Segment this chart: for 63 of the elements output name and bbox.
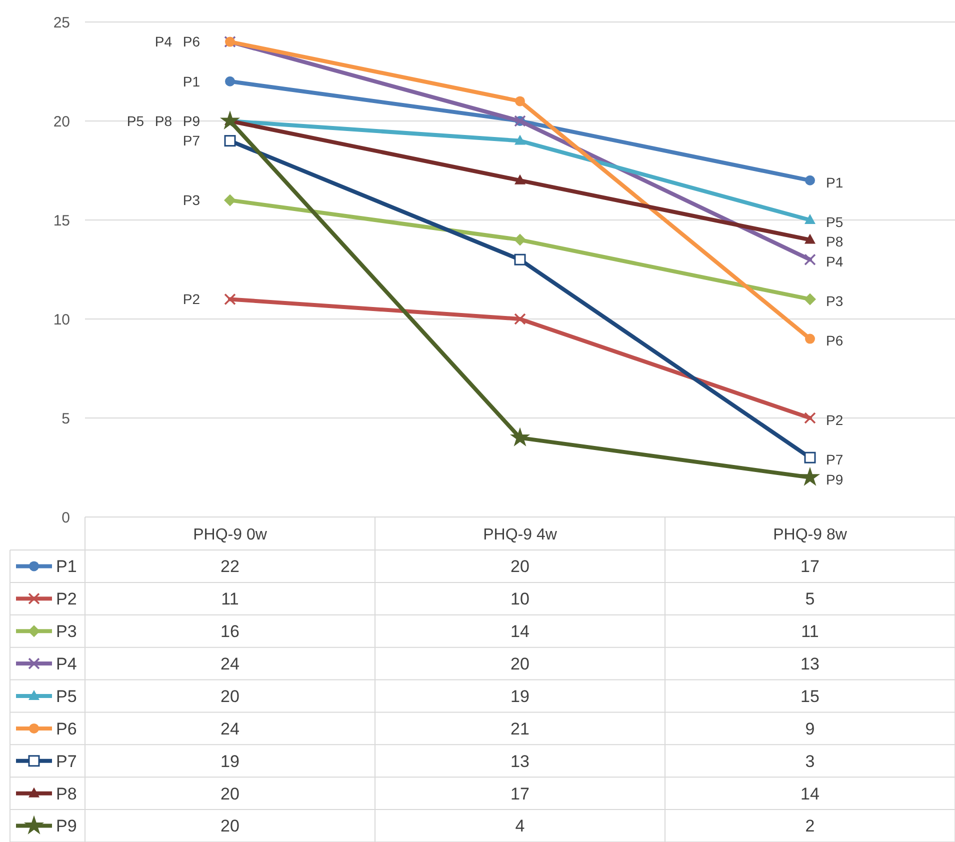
legend-label: P1 [56, 557, 77, 576]
data-label: 16 [220, 622, 240, 642]
data-label: 9 [805, 719, 815, 738]
data-label: 24 [220, 719, 240, 738]
text: P3 [826, 293, 844, 310]
data-label: 24 [220, 654, 240, 674]
text: P4 [826, 254, 844, 270]
data-label: 21 [510, 719, 530, 738]
text: P7 [826, 452, 844, 468]
data-label: 20 [220, 784, 240, 804]
text: P7 [182, 132, 200, 149]
legend-label: P4 [56, 654, 77, 674]
data-label: 14 [800, 784, 820, 804]
y-tick-label: 10 [53, 311, 70, 328]
data-label: 13 [510, 752, 530, 771]
data-label: 20 [220, 686, 240, 706]
legend-label: P6 [56, 719, 77, 738]
text: P6 [826, 332, 844, 349]
y-tick-label: 15 [53, 212, 70, 230]
data-label: 15 [800, 686, 820, 706]
legend-label: P9 [56, 816, 77, 836]
data-label: 20 [510, 557, 530, 576]
y-tick-label: 0 [62, 509, 70, 526]
data-label: 19 [220, 752, 240, 771]
y-tick-label: 20 [53, 113, 70, 130]
data-label: 11 [801, 622, 819, 642]
x-tick-label: PHQ-9 0w [193, 526, 268, 544]
legend-label: P3 [56, 622, 77, 642]
text: P1 [182, 73, 200, 90]
text: P1 [826, 174, 844, 190]
data-label: 2 [805, 816, 815, 836]
data-label: 14 [510, 622, 530, 642]
text: P8 [154, 112, 172, 129]
text: P2 [826, 412, 844, 428]
data-label: 10 [510, 590, 530, 609]
text: P5 [826, 214, 844, 230]
data-label: 5 [805, 590, 815, 609]
data-label: 17 [800, 557, 820, 576]
legend-label: P2 [56, 590, 77, 609]
x-tick-label: PHQ-9 8w [773, 526, 848, 544]
text: P4 [154, 34, 172, 50]
text: P9 [826, 471, 844, 488]
y-tick-label: 25 [53, 14, 70, 32]
legend-label: P7 [56, 752, 77, 771]
text: P5 [126, 112, 144, 129]
data-label: 4 [515, 816, 525, 836]
text: P6 [182, 34, 200, 50]
data-label: 17 [510, 784, 530, 804]
data-label: 11 [221, 590, 239, 609]
data-label: 19 [510, 686, 530, 706]
x-tick-label: PHQ-9 4w [483, 526, 558, 544]
y-tick-label: 5 [62, 410, 70, 428]
text: P2 [182, 291, 200, 308]
data-label: 22 [220, 557, 240, 576]
data-label: 3 [805, 752, 815, 771]
data-label: 20 [220, 816, 240, 836]
text: P8 [826, 234, 844, 250]
data-label: 13 [800, 654, 820, 674]
legend-label: P8 [56, 784, 77, 804]
text: P9 [182, 112, 200, 129]
legend-label: P5 [56, 686, 77, 706]
text: P3 [182, 192, 200, 208]
data-label: 20 [510, 654, 530, 674]
